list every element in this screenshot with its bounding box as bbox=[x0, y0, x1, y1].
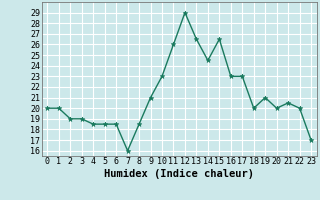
X-axis label: Humidex (Indice chaleur): Humidex (Indice chaleur) bbox=[104, 169, 254, 179]
